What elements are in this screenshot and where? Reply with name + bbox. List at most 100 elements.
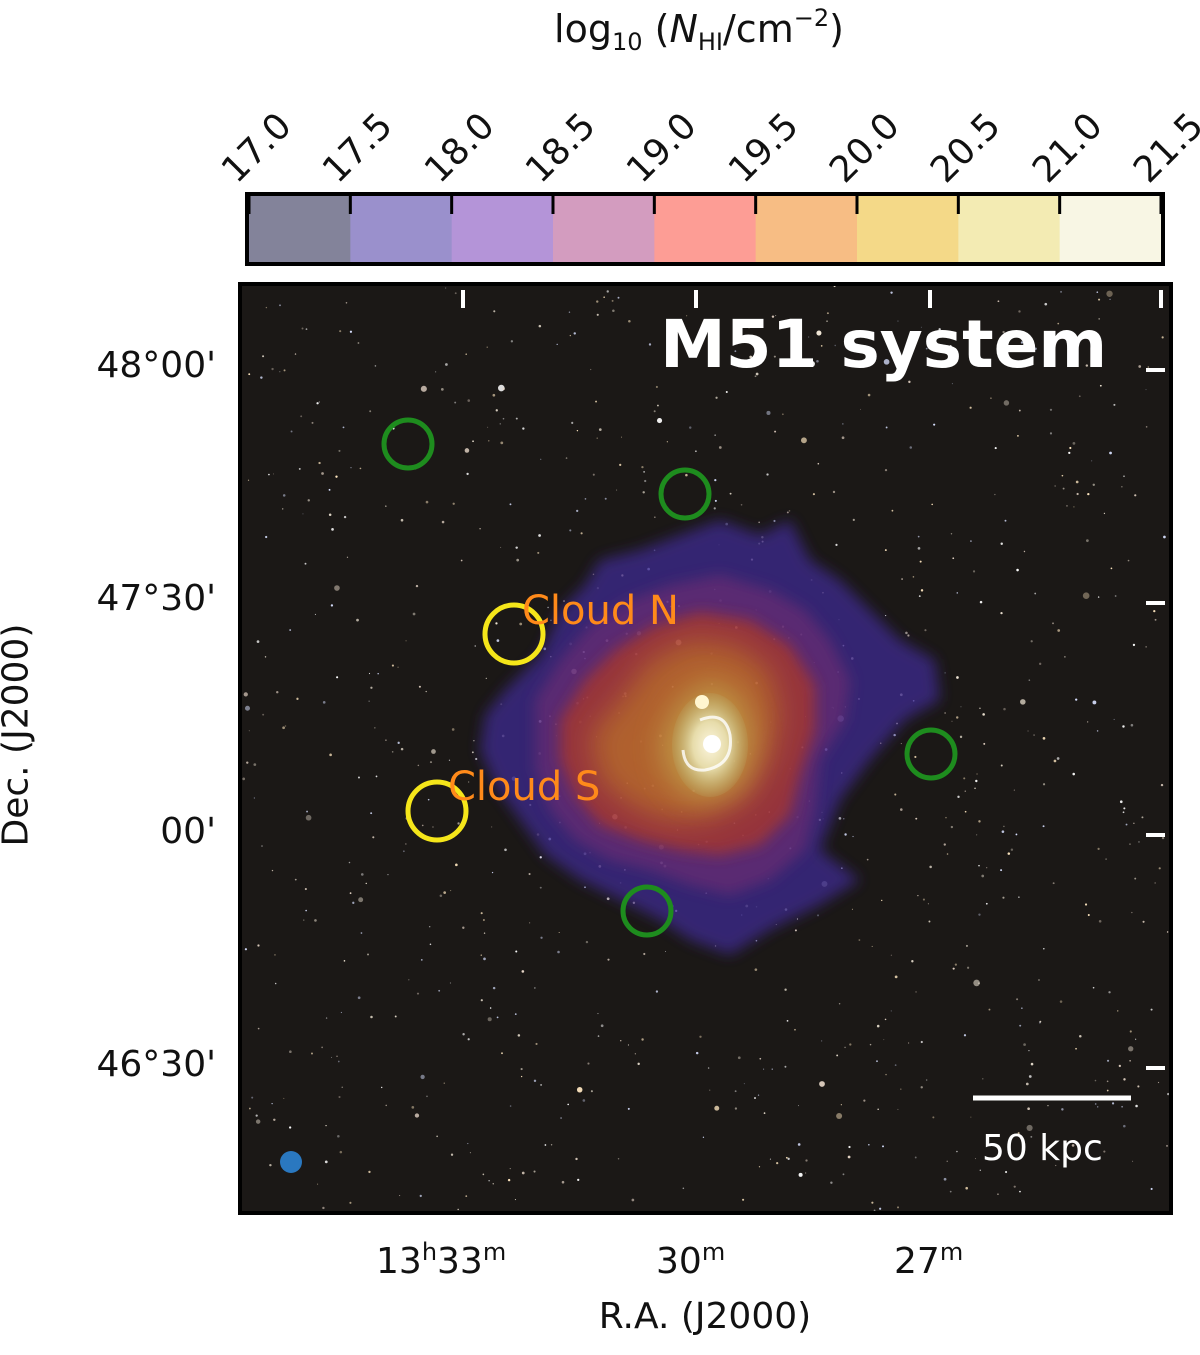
star [1053,759,1057,763]
xtick-27m: 27m [894,1238,963,1282]
star [607,958,610,961]
star [644,479,647,483]
star [1138,365,1142,368]
star [905,631,908,635]
star [974,787,976,790]
star [491,871,494,874]
star [1061,474,1064,477]
star [908,380,911,384]
star [983,742,986,745]
label-var: N [669,7,698,51]
star [994,493,996,496]
star [420,1074,425,1080]
star [370,686,373,689]
star [521,970,525,973]
star [1154,882,1156,884]
star [597,1013,599,1015]
colorbar-cell [451,196,554,262]
star [922,898,925,901]
star [507,1178,511,1182]
star [582,1099,586,1102]
star [1039,662,1042,665]
star [450,890,452,892]
star [1066,505,1068,507]
star [496,639,500,642]
star [781,413,784,416]
star [1106,290,1113,297]
star [758,521,760,524]
cloud-n-circle [482,602,546,666]
star [369,410,372,413]
star [1103,512,1106,515]
star [997,300,1000,303]
star [400,747,404,751]
star [830,1181,833,1184]
star [863,1099,866,1102]
star [314,613,316,615]
star [417,764,420,767]
star [1092,986,1095,989]
green-circle-4 [620,884,674,938]
star [894,793,897,796]
star [749,355,753,359]
star [775,315,777,317]
star [1052,622,1054,625]
star [469,1152,471,1154]
star [819,1081,825,1087]
cloud-s-circle [405,779,469,843]
star [493,310,496,313]
star [377,673,379,675]
star [816,330,822,336]
star [850,332,855,338]
star [1039,1020,1042,1023]
star [1150,1008,1153,1011]
star [438,989,441,992]
star [786,511,789,514]
star [528,872,531,876]
star [1119,800,1123,804]
star [1125,823,1128,826]
xtick-hours: 13 [376,1241,422,1282]
star [1028,679,1031,681]
star [357,342,360,344]
star [509,1168,511,1170]
star [1030,1135,1033,1138]
star [734,350,737,353]
star [699,1035,702,1038]
star [244,705,251,711]
star [1113,403,1116,406]
star [812,493,815,496]
star [510,340,514,343]
star [986,867,988,869]
star [596,437,598,439]
star [414,1113,420,1118]
star [289,1126,292,1129]
star [311,1052,313,1055]
colorbar-frame [245,192,1165,266]
star [943,1177,947,1181]
star [255,1119,261,1124]
star [1057,322,1060,325]
star [877,1108,879,1110]
star [567,1103,569,1106]
star [933,423,936,426]
star [411,1106,415,1109]
star [973,979,980,987]
star [1092,700,1097,705]
star [457,1208,459,1211]
star [1142,920,1145,923]
star [1016,568,1019,572]
star [265,306,268,309]
star [1049,432,1053,435]
star [834,344,836,347]
star [897,320,899,322]
star [440,388,444,391]
label-log: log [554,7,612,51]
label-unit: /cm [723,7,794,51]
star [981,874,985,878]
star [621,436,623,438]
star [1096,291,1099,294]
star [262,355,265,358]
star [522,427,525,430]
star [876,1060,878,1063]
